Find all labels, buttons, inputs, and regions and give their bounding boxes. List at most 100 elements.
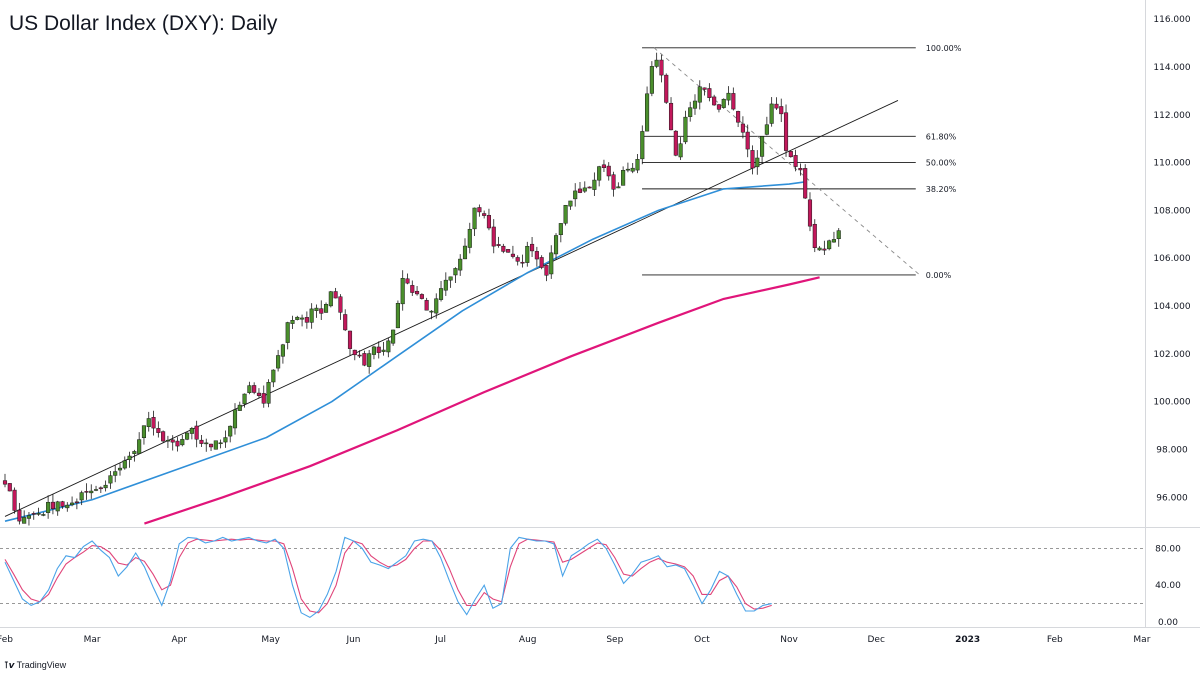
candle-up[interactable] bbox=[237, 404, 242, 411]
candle-up[interactable] bbox=[683, 116, 688, 143]
candle-up[interactable] bbox=[549, 252, 554, 275]
candle-up[interactable] bbox=[760, 136, 765, 157]
candle-down[interactable] bbox=[424, 300, 429, 311]
candle-up[interactable] bbox=[46, 501, 51, 513]
candle-up[interactable] bbox=[213, 440, 218, 450]
candle-down[interactable] bbox=[707, 88, 712, 98]
candle-down[interactable] bbox=[745, 131, 750, 150]
ma100-line[interactable] bbox=[4, 180, 807, 522]
candle-down[interactable] bbox=[98, 487, 103, 490]
candle-down[interactable] bbox=[664, 74, 669, 103]
candle-down[interactable] bbox=[798, 168, 803, 171]
candle-down[interactable] bbox=[199, 439, 204, 444]
candle-up[interactable] bbox=[568, 200, 573, 207]
candle-up[interactable] bbox=[769, 103, 774, 124]
candle-down[interactable] bbox=[534, 251, 539, 260]
candle-down[interactable] bbox=[822, 248, 827, 251]
candle-up[interactable] bbox=[271, 369, 276, 383]
candle-down[interactable] bbox=[156, 428, 161, 433]
candle-up[interactable] bbox=[70, 502, 75, 506]
candle-down[interactable] bbox=[506, 249, 511, 253]
candle-up[interactable] bbox=[218, 442, 223, 445]
candle-up[interactable] bbox=[625, 168, 630, 171]
candle-down[interactable] bbox=[17, 509, 22, 522]
candle-down[interactable] bbox=[376, 346, 381, 353]
candle-down[interactable] bbox=[362, 353, 367, 366]
price-panel[interactable]: 100.00% 61.80% 50.00% 38.20% 0.00% bbox=[2, 44, 962, 526]
candle-down[interactable] bbox=[31, 513, 36, 515]
candle-up[interactable] bbox=[185, 432, 190, 440]
candle-down[interactable] bbox=[486, 215, 492, 229]
candle-up[interactable] bbox=[165, 439, 170, 442]
candle-down[interactable] bbox=[783, 112, 789, 151]
candle-down[interactable] bbox=[611, 174, 616, 190]
candle-up[interactable] bbox=[558, 223, 563, 236]
candle-up[interactable] bbox=[146, 418, 151, 428]
candle-up[interactable] bbox=[204, 442, 209, 445]
candle-down[interactable] bbox=[84, 491, 89, 493]
candle-up[interactable] bbox=[764, 124, 769, 135]
candle-down[interactable] bbox=[2, 480, 8, 485]
candle-down[interactable] bbox=[415, 290, 420, 295]
candle-down[interactable] bbox=[170, 439, 175, 443]
candle-down[interactable] bbox=[740, 123, 745, 133]
candle-up[interactable] bbox=[386, 340, 391, 353]
candle-up[interactable] bbox=[645, 93, 650, 132]
candle-up[interactable] bbox=[247, 385, 252, 393]
candle-down[interactable] bbox=[347, 330, 353, 349]
candle-up[interactable] bbox=[55, 501, 60, 512]
candle-down[interactable] bbox=[60, 501, 65, 507]
candle-up[interactable] bbox=[649, 66, 654, 94]
candle-down[interactable] bbox=[74, 501, 79, 504]
candle-down[interactable] bbox=[544, 265, 549, 276]
candle-up[interactable] bbox=[117, 467, 123, 471]
candle-up[interactable] bbox=[592, 179, 597, 190]
candle-up[interactable] bbox=[180, 439, 185, 446]
candle-up[interactable] bbox=[836, 230, 841, 240]
candle-up[interactable] bbox=[621, 169, 626, 186]
candle-down[interactable] bbox=[256, 392, 262, 396]
candle-up[interactable] bbox=[113, 471, 118, 476]
candle-down[interactable] bbox=[750, 150, 755, 169]
candle-up[interactable] bbox=[371, 346, 377, 355]
candle-down[interactable] bbox=[702, 87, 707, 90]
ma200-line[interactable] bbox=[144, 276, 820, 525]
candle-down[interactable] bbox=[788, 151, 793, 158]
candle-up[interactable] bbox=[563, 204, 568, 224]
candle-up[interactable] bbox=[467, 228, 472, 248]
candle-down[interactable] bbox=[175, 440, 180, 447]
candle-up[interactable] bbox=[300, 317, 305, 320]
candle-down[interactable] bbox=[304, 317, 309, 323]
candle-up[interactable] bbox=[242, 393, 247, 405]
stochastic-panel[interactable] bbox=[0, 536, 1145, 619]
candle-down[interactable] bbox=[659, 59, 664, 76]
candle-down[interactable] bbox=[520, 261, 525, 264]
candle-up[interactable] bbox=[189, 428, 194, 434]
candle-down[interactable] bbox=[501, 245, 506, 252]
candle-up[interactable] bbox=[314, 307, 319, 311]
candle-up[interactable] bbox=[395, 303, 400, 329]
candle-up[interactable] bbox=[285, 322, 290, 343]
trendline[interactable] bbox=[4, 100, 899, 517]
candle-up[interactable] bbox=[616, 186, 621, 189]
candle-down[interactable] bbox=[338, 296, 343, 313]
candle-down[interactable] bbox=[352, 349, 357, 356]
candle-up[interactable] bbox=[640, 131, 645, 160]
candle-down[interactable] bbox=[774, 103, 779, 109]
candle-up[interactable] bbox=[280, 344, 285, 357]
candle-up[interactable] bbox=[688, 107, 693, 117]
candle-down[interactable] bbox=[539, 257, 544, 268]
candle-up[interactable] bbox=[525, 245, 530, 263]
candle-up[interactable] bbox=[678, 143, 683, 158]
candle-down[interactable] bbox=[7, 483, 12, 492]
candle-down[interactable] bbox=[410, 285, 415, 293]
candle-up[interactable] bbox=[697, 86, 702, 103]
candle-down[interactable] bbox=[779, 106, 784, 115]
candle-up[interactable] bbox=[443, 279, 448, 291]
candle-up[interactable] bbox=[127, 455, 132, 460]
stochastic-d-line[interactable] bbox=[4, 538, 772, 614]
candle-up[interactable] bbox=[553, 235, 559, 255]
candle-down[interactable] bbox=[731, 93, 736, 110]
candle-down[interactable] bbox=[319, 308, 324, 314]
